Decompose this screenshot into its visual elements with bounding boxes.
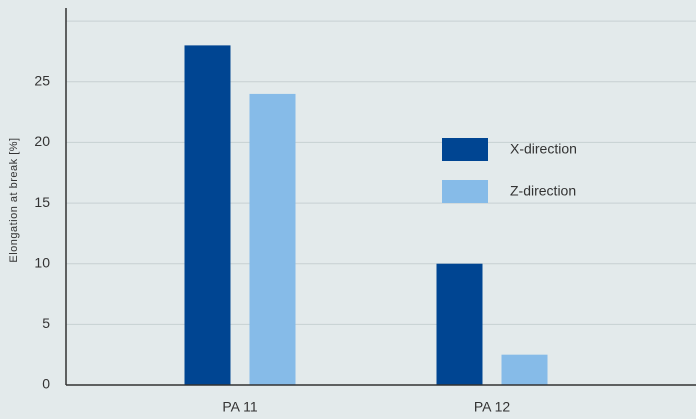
y-tick-label: 15 <box>34 194 50 210</box>
legend-label: Z-direction <box>510 183 576 199</box>
x-tick-label: PA 11 <box>222 399 258 415</box>
y-tick-label: 10 <box>34 254 50 270</box>
y-tick-label: 0 <box>42 376 50 392</box>
legend-swatch <box>442 138 488 161</box>
y-tick-label: 5 <box>42 315 50 331</box>
y-axis-label: Elongation at break [%] <box>8 137 20 262</box>
bar <box>184 45 231 386</box>
bar <box>436 263 483 385</box>
legend-swatch <box>442 180 488 203</box>
bar <box>249 93 296 385</box>
bar <box>501 354 548 385</box>
legend-label: X-direction <box>510 141 577 157</box>
y-tick-label: 25 <box>34 72 50 88</box>
x-tick-label: PA 12 <box>474 399 511 415</box>
y-tick-label: 20 <box>34 133 50 149</box>
